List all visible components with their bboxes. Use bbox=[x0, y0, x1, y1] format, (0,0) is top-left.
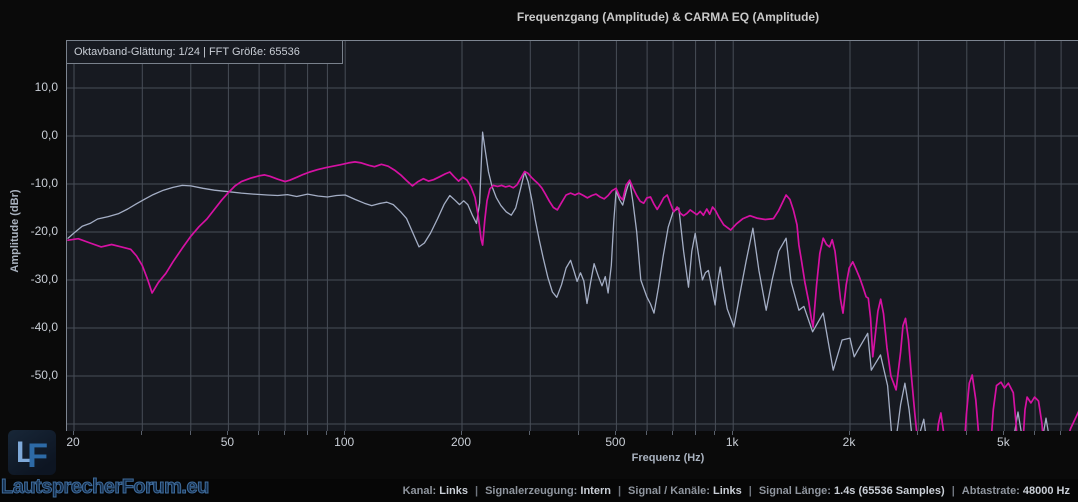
status-item-value: Links bbox=[439, 484, 468, 497]
x-tick-label: 50 bbox=[220, 435, 235, 449]
x-tickmark bbox=[732, 431, 733, 435]
plot-area[interactable] bbox=[66, 40, 1078, 431]
status-bar: Kanal: Links | Signalerzeugung: Intern | Sig… bbox=[0, 479, 1078, 502]
status-item-label: Signalerzeugung: bbox=[485, 484, 581, 497]
y-tick-label: -40,0 bbox=[30, 320, 58, 334]
x-tickmark bbox=[714, 431, 715, 435]
status-item: Signalerzeugung: Intern bbox=[485, 485, 611, 497]
lautsprecherforum-logo[interactable]: L F bbox=[8, 430, 56, 475]
y-tick-label: -50,0 bbox=[30, 368, 58, 382]
status-item: Abtastrate: 48000 Hz bbox=[962, 485, 1070, 497]
x-tickmark bbox=[917, 431, 918, 435]
x-tickmark bbox=[73, 431, 74, 435]
x-tickmark bbox=[326, 431, 327, 435]
y-tick-label: -30,0 bbox=[30, 272, 58, 286]
status-item-label: Kanal: bbox=[402, 484, 440, 497]
smoothing-info-box: Oktavband-Glättung: 1/24 | FFT Größe: 65… bbox=[66, 40, 343, 64]
x-tickmark bbox=[695, 431, 696, 435]
status-item-label: Signal / Kanäle: bbox=[628, 484, 714, 497]
x-tickmark bbox=[529, 431, 530, 435]
x-tickmark bbox=[646, 431, 647, 435]
logo-letter-l: L bbox=[15, 435, 35, 469]
chart-title: Frequenzgang (Amplitude) & CARMA EQ (Amp… bbox=[516, 10, 820, 24]
status-item-value: 48000 Hz bbox=[1022, 484, 1070, 497]
frequency-response-chart bbox=[67, 41, 1078, 431]
status-item-label: Abtastrate: bbox=[961, 484, 1023, 497]
x-tick-label: 5k bbox=[997, 435, 1010, 449]
lautsprecherforum-site-text[interactable]: LautsprecherForum.eu bbox=[1, 476, 210, 499]
status-item: Signal Länge: 1.4s (65536 Samples) bbox=[759, 485, 945, 497]
status-separator: | bbox=[951, 484, 955, 497]
x-tickmark bbox=[461, 431, 462, 435]
x-tickmark bbox=[615, 431, 616, 435]
x-tick-label: 20 bbox=[66, 435, 80, 449]
y-tick-label: -10,0 bbox=[30, 176, 58, 190]
x-tick-label: 2k bbox=[842, 435, 856, 449]
x-tickmark bbox=[1003, 431, 1004, 435]
status-item-label: Signal Länge: bbox=[758, 484, 835, 497]
series-carma-eq-curve bbox=[67, 161, 1078, 431]
status-item-value: 1.4s (65536 Samples) bbox=[834, 484, 945, 497]
x-tickmark bbox=[284, 431, 285, 435]
x-tickmark bbox=[227, 431, 228, 435]
x-tick-label: 100 bbox=[334, 435, 355, 449]
status-separator: | bbox=[474, 484, 479, 497]
series-frequenzgang-curve bbox=[67, 131, 1049, 431]
y-tick-label: -20,0 bbox=[30, 224, 58, 238]
x-tickmark bbox=[672, 431, 673, 435]
x-tickmark bbox=[258, 431, 259, 435]
x-tick-label: 200 bbox=[450, 435, 472, 449]
x-tickmark bbox=[307, 431, 308, 435]
y-tick-label: 0,0 bbox=[41, 128, 58, 142]
status-item: Signal / Kanäle: Links bbox=[628, 485, 742, 497]
status-item-value: Intern bbox=[580, 484, 611, 497]
status-separator: | bbox=[748, 484, 752, 497]
x-tickmark bbox=[141, 431, 142, 435]
x-tick-label: 500 bbox=[605, 435, 626, 449]
status-item-value: Links bbox=[713, 484, 742, 497]
logo-letter-f: F bbox=[27, 436, 49, 475]
status-item: Kanal: Links bbox=[403, 485, 468, 497]
x-tickmark bbox=[1060, 431, 1061, 435]
y-tick-label: 10,0 bbox=[34, 80, 58, 94]
x-tickmark bbox=[578, 431, 579, 435]
x-tickmark bbox=[190, 431, 191, 435]
x-tickmark bbox=[849, 431, 850, 435]
x-tickmark bbox=[966, 431, 967, 435]
x-axis-title: Frequenz (Hz) bbox=[631, 452, 705, 464]
x-tick-label: 1k bbox=[725, 435, 739, 449]
status-separator: | bbox=[617, 484, 622, 497]
x-tickmark bbox=[1034, 431, 1035, 435]
x-tickmark bbox=[344, 431, 345, 435]
